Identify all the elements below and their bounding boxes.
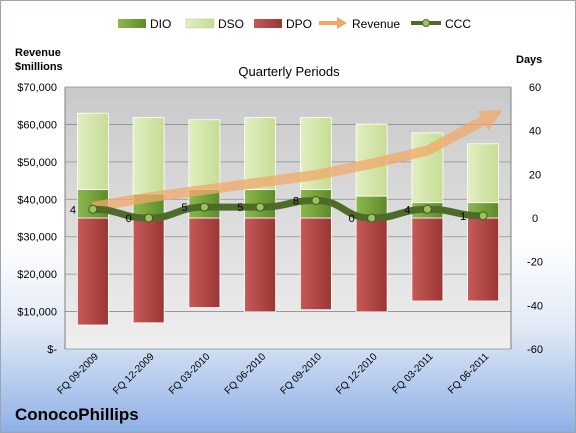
x-tick-label: FQ 06-2010	[223, 351, 269, 397]
bar-dpo	[467, 217, 500, 302]
ccc-value-label: 8	[293, 196, 299, 208]
bar-dso	[467, 143, 500, 204]
right-tick-label: 20	[529, 169, 541, 181]
left-tick-label: $20,000	[17, 269, 57, 281]
ccc-labels: 4 0 5 5 8 0 4 1	[70, 196, 466, 225]
x-tick-label: FQ 12-2009	[111, 351, 157, 397]
bar-dso	[132, 117, 165, 195]
ccc-marker	[199, 202, 209, 212]
revenue-arrowhead	[477, 110, 503, 131]
legend-label-revenue: Revenue	[352, 17, 400, 31]
legend-label-dio: DIO	[150, 17, 171, 31]
left-axis-label-line1: Revenue	[15, 47, 61, 59]
bar-dpo	[355, 217, 388, 313]
bar-dso	[76, 112, 109, 191]
ccc-marker	[88, 204, 98, 214]
left-tick-label: $30,000	[17, 232, 57, 244]
x-tick-label: FQ 03-2010	[167, 351, 213, 397]
revenue-line	[92, 116, 486, 212]
left-tick-label: $40,000	[17, 194, 57, 206]
x-tick-label: FQ 09-2009	[55, 351, 101, 397]
legend-label-dpo: DPO	[286, 17, 312, 31]
left-tick-label: $70,000	[17, 82, 57, 94]
bar-dpo	[188, 217, 221, 308]
chart-title: Quarterly Periods	[238, 64, 340, 79]
ccc-marker	[367, 213, 377, 223]
ccc-marker	[255, 202, 265, 212]
right-tick-label: 40	[529, 126, 541, 138]
ccc-series	[88, 196, 488, 223]
legend-swatch-dio	[118, 19, 146, 28]
x-tick-label: FQ 03-2011	[391, 351, 436, 396]
ccc-value-label: 4	[70, 204, 76, 216]
bar-dpo	[299, 217, 332, 311]
left-tick-label: $-	[47, 344, 57, 356]
left-tick-label: $50,000	[17, 157, 57, 169]
ccc-value-label: 1	[460, 211, 466, 223]
bar-dso	[188, 119, 221, 191]
bar-dpo	[132, 217, 165, 324]
legend-swatch-dso	[185, 18, 215, 29]
right-tick-labels: 60 40 20 0 -20 -40 -60	[527, 82, 543, 356]
bar-dpo	[411, 217, 444, 302]
ccc-marker	[144, 213, 154, 223]
ccc-value-label: 0	[126, 213, 132, 225]
right-axis-label: Days	[516, 54, 542, 66]
x-tick-label: FQ 09-2010	[278, 351, 324, 397]
ccc-marker	[478, 211, 488, 221]
ccc-value-label: 0	[349, 213, 355, 225]
right-tick-label: -40	[527, 300, 543, 312]
right-tick-label: -20	[527, 257, 543, 269]
x-tick-label: FQ 06-2011	[446, 351, 491, 396]
legend-label-dso: DSO	[218, 17, 244, 31]
right-tick-label: 0	[532, 213, 538, 225]
company-name: ConocoPhillips	[15, 405, 139, 424]
bars	[76, 112, 500, 326]
revenue-series	[92, 110, 503, 212]
ccc-value-label: 5	[237, 202, 243, 214]
left-tick-label: $10,000	[17, 307, 57, 319]
bar-dpo	[76, 217, 109, 326]
ccc-value-label: 5	[181, 202, 187, 214]
left-axis-label-line2: $millions	[15, 61, 63, 73]
legend-label-ccc: CCC	[445, 17, 471, 31]
right-tick-label: 60	[529, 82, 541, 94]
legend-swatch-revenue	[319, 17, 347, 29]
x-tick-labels: FQ 09-2009 FQ 12-2009 FQ 03-2010 FQ 06-2010…	[55, 351, 491, 397]
legend-marker-ccc	[422, 19, 430, 27]
ccc-marker	[311, 196, 321, 206]
bar-dpo	[244, 217, 277, 313]
left-tick-label: $60,000	[17, 119, 57, 131]
legend: DIO DSO DPO Revenue CCC	[118, 17, 471, 31]
legend-swatch-dpo	[254, 19, 282, 28]
left-tick-labels: $70,000 $60,000 $50,000 $40,000 $30,000 $20,0…	[17, 82, 57, 356]
x-tick-label: FQ 12-2010	[334, 351, 380, 397]
ccc-value-label: 4	[404, 204, 410, 216]
right-tick-label: -60	[527, 344, 543, 356]
ccc-marker	[422, 204, 432, 214]
